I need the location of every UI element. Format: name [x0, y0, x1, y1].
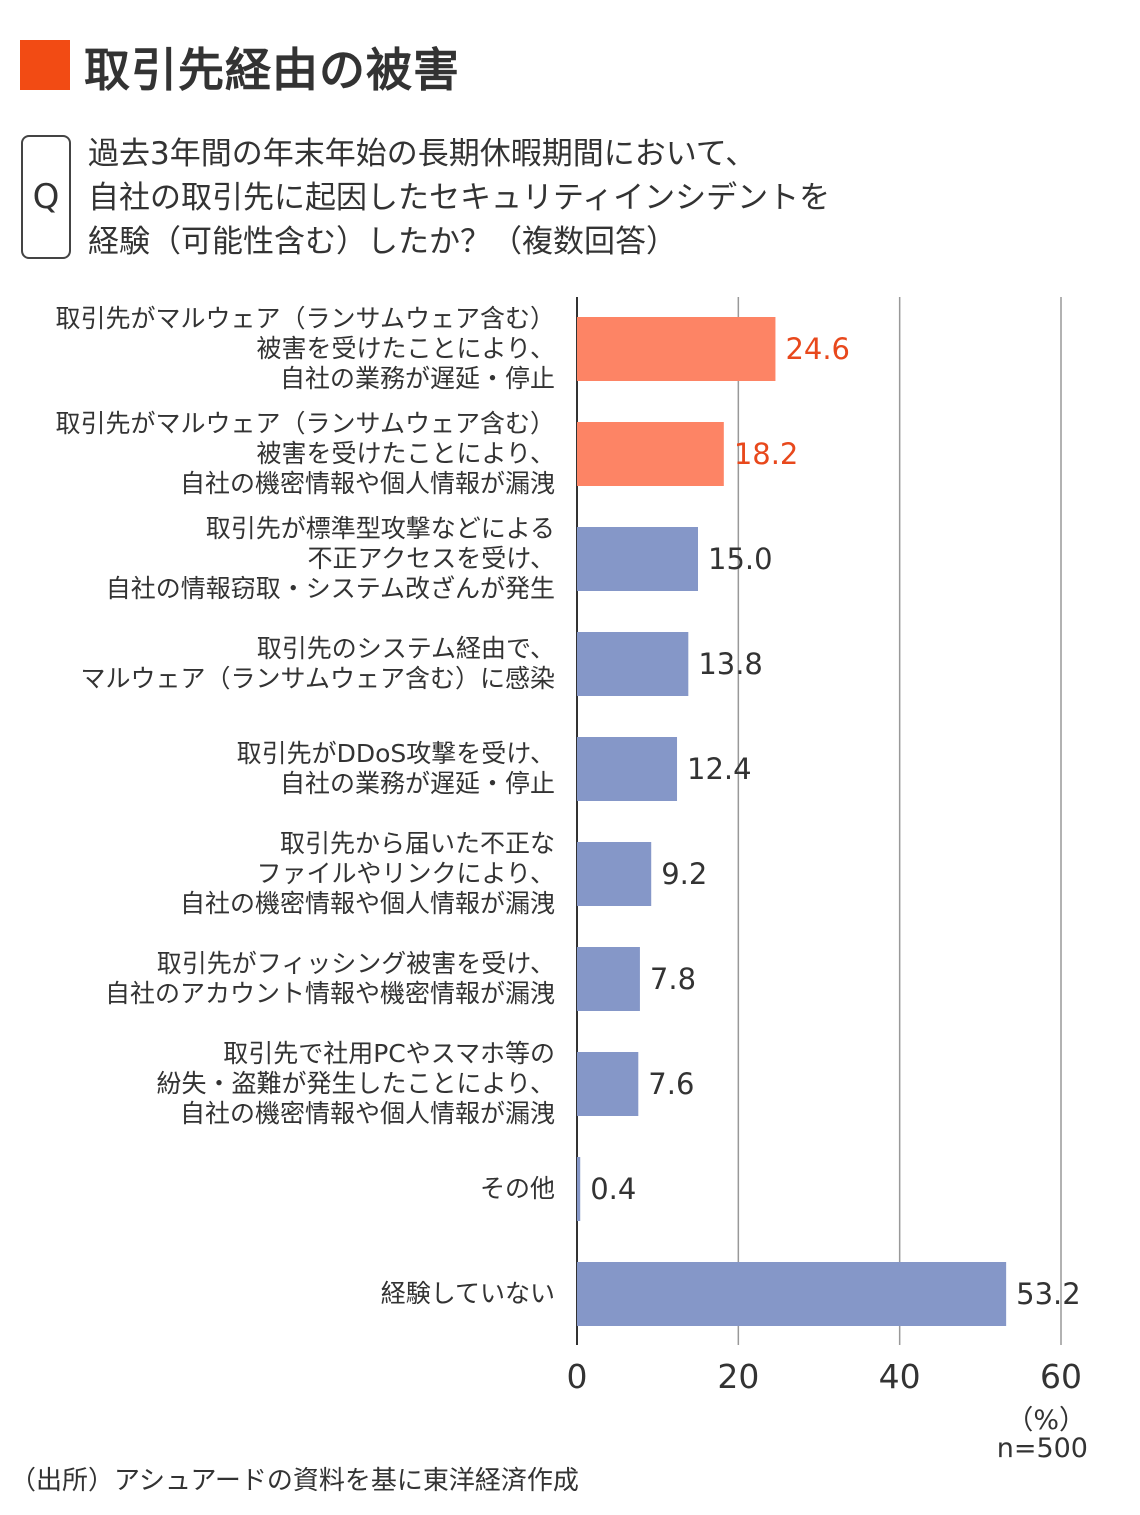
x-tick-label: 40 — [878, 1357, 921, 1396]
category-label: 取引先のシステム経由で、 マルウェア（ランサムウェア含む）に感染 — [80, 634, 555, 693]
data-label: 0.4 — [590, 1172, 637, 1206]
x-unit: （%） — [1006, 1405, 1086, 1436]
bar — [577, 1157, 581, 1221]
category-label: その他 — [479, 1174, 555, 1203]
bar — [577, 632, 689, 696]
data-label: 18.2 — [733, 437, 799, 471]
category-label: 取引先が標準型攻撃などによる 不正アクセスを受け、 自社の情報窃取・システム改ざ… — [105, 514, 555, 603]
bar — [577, 842, 652, 906]
bar — [577, 737, 678, 801]
bar — [577, 1262, 1007, 1326]
bar — [577, 422, 724, 486]
bar — [577, 1052, 639, 1116]
title-marker — [20, 40, 70, 90]
data-label: 53.2 — [1016, 1277, 1081, 1311]
bar — [577, 947, 640, 1011]
category-label: 取引先がDDoS攻撃を受け、 自社の業務が遅延・停止 — [236, 739, 555, 798]
bar — [577, 317, 776, 381]
sample-size: n=500 — [996, 1433, 1088, 1464]
q-badge: Q — [21, 135, 71, 259]
data-label: 9.2 — [661, 857, 708, 891]
data-label: 24.6 — [785, 332, 851, 366]
source-note: （出所）アシュアードの資料を基に東洋経済作成 — [10, 1466, 579, 1496]
bar — [577, 527, 698, 591]
data-label: 13.8 — [698, 647, 763, 681]
x-tick-label: 0 — [566, 1357, 588, 1396]
x-tick-label: 60 — [1040, 1357, 1082, 1396]
category-label: 取引先がマルウェア（ランサムウェア含む） 被害を受けたことにより、 自社の機密情… — [55, 409, 555, 498]
x-tick-label: 20 — [717, 1357, 760, 1396]
chart-title: 取引先経由の被害 — [84, 43, 460, 97]
category-label: 経験していない — [380, 1279, 555, 1308]
category-label: 取引先がフィッシング被害を受け、 自社のアカウント情報や機密情報が漏洩 — [104, 949, 555, 1008]
data-label: 7.8 — [649, 962, 697, 996]
category-label: 取引先で社用PCやスマホ等の 紛失・盗難が発生したことにより、 自社の機密情報や… — [156, 1039, 555, 1128]
data-label: 15.0 — [708, 542, 773, 576]
data-label: 7.6 — [648, 1067, 695, 1101]
category-label: 取引先がマルウェア（ランサムウェア含む） 被害を受けたことにより、 自社の業務が… — [55, 304, 555, 393]
category-label: 取引先から届いた不正な ファイルやリンクにより、 自社の機密情報や個人情報が漏洩 — [179, 829, 555, 918]
question-text: 過去3年間の年末年始の長期休暇期間において、 自社の取引先に起因したセキュリティ… — [88, 136, 831, 260]
data-label: 12.4 — [687, 752, 752, 786]
